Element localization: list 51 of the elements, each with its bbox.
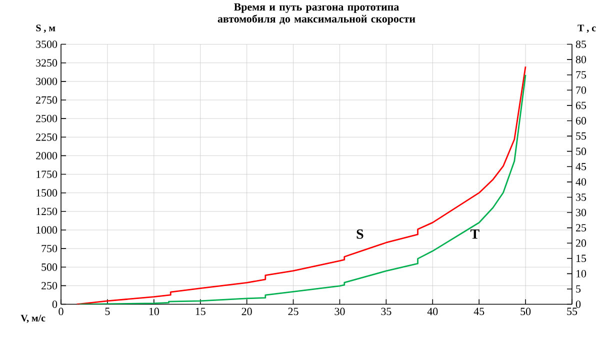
y-tick-label: 500	[42, 263, 58, 271]
y2-tick-label: 65	[576, 102, 586, 110]
y-tick-label: 3000	[36, 78, 58, 85]
y2-tick-label: 0	[576, 300, 581, 308]
y2-tick-label: 5	[576, 285, 581, 292]
x-tick-label: 20	[242, 308, 252, 316]
y-tick-label: 3250	[36, 59, 58, 66]
x-tick-label: 10	[149, 308, 159, 316]
y2-tick-label: 55	[576, 132, 586, 140]
y-tick-label: 2000	[36, 152, 58, 160]
y-tick-label: 0	[52, 300, 58, 308]
y2-tick-label: 85	[576, 40, 586, 48]
y2-tick-label: 25	[576, 224, 586, 232]
x-tick-label: 15	[196, 308, 206, 316]
x-tick-label: 55	[567, 308, 578, 315]
y-tick-label: 2250	[36, 133, 58, 141]
x-tick-label: 5	[105, 308, 110, 315]
y-tick-label: 1000	[36, 226, 58, 234]
y-axis-title: S , м	[36, 24, 56, 33]
x-tick-label: 0	[58, 308, 64, 316]
y-tick-label: 2750	[36, 96, 58, 104]
x-tick-label: 45	[474, 308, 484, 315]
y2-tick-label: 40	[576, 178, 586, 186]
y2-tick-label: 70	[576, 86, 586, 94]
x-tick-label: 30	[334, 308, 345, 316]
y2-tick-label: 35	[576, 193, 586, 201]
series-label: S	[356, 229, 364, 239]
y2-tick-label: 45	[576, 162, 586, 170]
x-tick-label: 35	[381, 308, 392, 316]
y2-tick-label: 75	[576, 71, 586, 78]
y-tick-label: 250	[42, 282, 58, 290]
x-tick-label: 40	[427, 308, 438, 316]
y2-axis-title: T , с	[578, 24, 596, 33]
y2-tick-label: 15	[576, 254, 586, 262]
chart-title: Время и путь разгона прототипа автомобиля до максимальной скорости	[218, 3, 416, 25]
series-label: T	[470, 229, 480, 239]
y2-tick-label: 20	[576, 239, 586, 247]
y2-tick-label: 60	[576, 116, 586, 124]
y2-tick-label: 50	[576, 148, 586, 155]
y2-tick-label: 10	[576, 270, 586, 278]
y-tick-label: 1750	[36, 170, 58, 178]
x-axis-title: V, м/с	[20, 314, 46, 323]
y-tick-label: 750	[42, 244, 58, 252]
y-tick-label: 1500	[36, 189, 58, 196]
y-tick-label: 2500	[36, 114, 58, 122]
y-tick-label: 1250	[36, 208, 58, 215]
y-tick-label: 3500	[36, 40, 58, 48]
y2-tick-label: 80	[576, 56, 586, 64]
y2-tick-label: 30	[576, 208, 586, 216]
x-tick-label: 25	[288, 308, 298, 316]
x-tick-label: 50	[520, 308, 531, 316]
